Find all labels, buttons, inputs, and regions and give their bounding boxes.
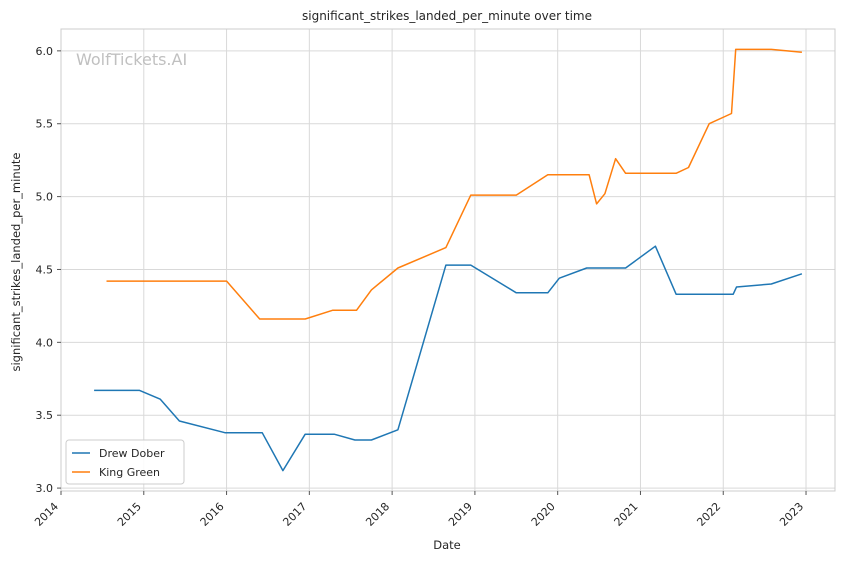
chart-title: significant_strikes_landed_per_minute ov… [302, 9, 592, 23]
series-line-drew-dober [94, 245, 803, 472]
y-tick-label: 3.0 [36, 482, 54, 495]
legend-box [65, 439, 185, 485]
x-axis-label: Date [433, 538, 461, 552]
series-layer [94, 48, 803, 472]
y-tick-label: 4.5 [36, 263, 54, 276]
y-tick-label: 6.0 [36, 45, 54, 58]
watermark: WolfTickets.AI [76, 50, 187, 69]
y-axis: 3.0 3.5 4.0 4.5 5.0 5.5 6.0 [36, 45, 61, 495]
y-axis-label: significant_strikes_landed_per_minute [9, 153, 23, 372]
plot-frame [60, 28, 836, 492]
legend: Drew Dober King Green [65, 439, 185, 485]
y-tick-label: 3.5 [36, 409, 54, 422]
grid [60, 29, 835, 491]
series-line-king-green [106, 48, 802, 320]
y-tick-label: 5.5 [36, 118, 54, 131]
y-tick-label: 4.0 [36, 336, 54, 349]
y-tick-label: 5.0 [36, 191, 54, 204]
legend-label-drew-dober: Drew Dober [99, 447, 165, 460]
legend-label-king-green: King Green [99, 466, 160, 479]
